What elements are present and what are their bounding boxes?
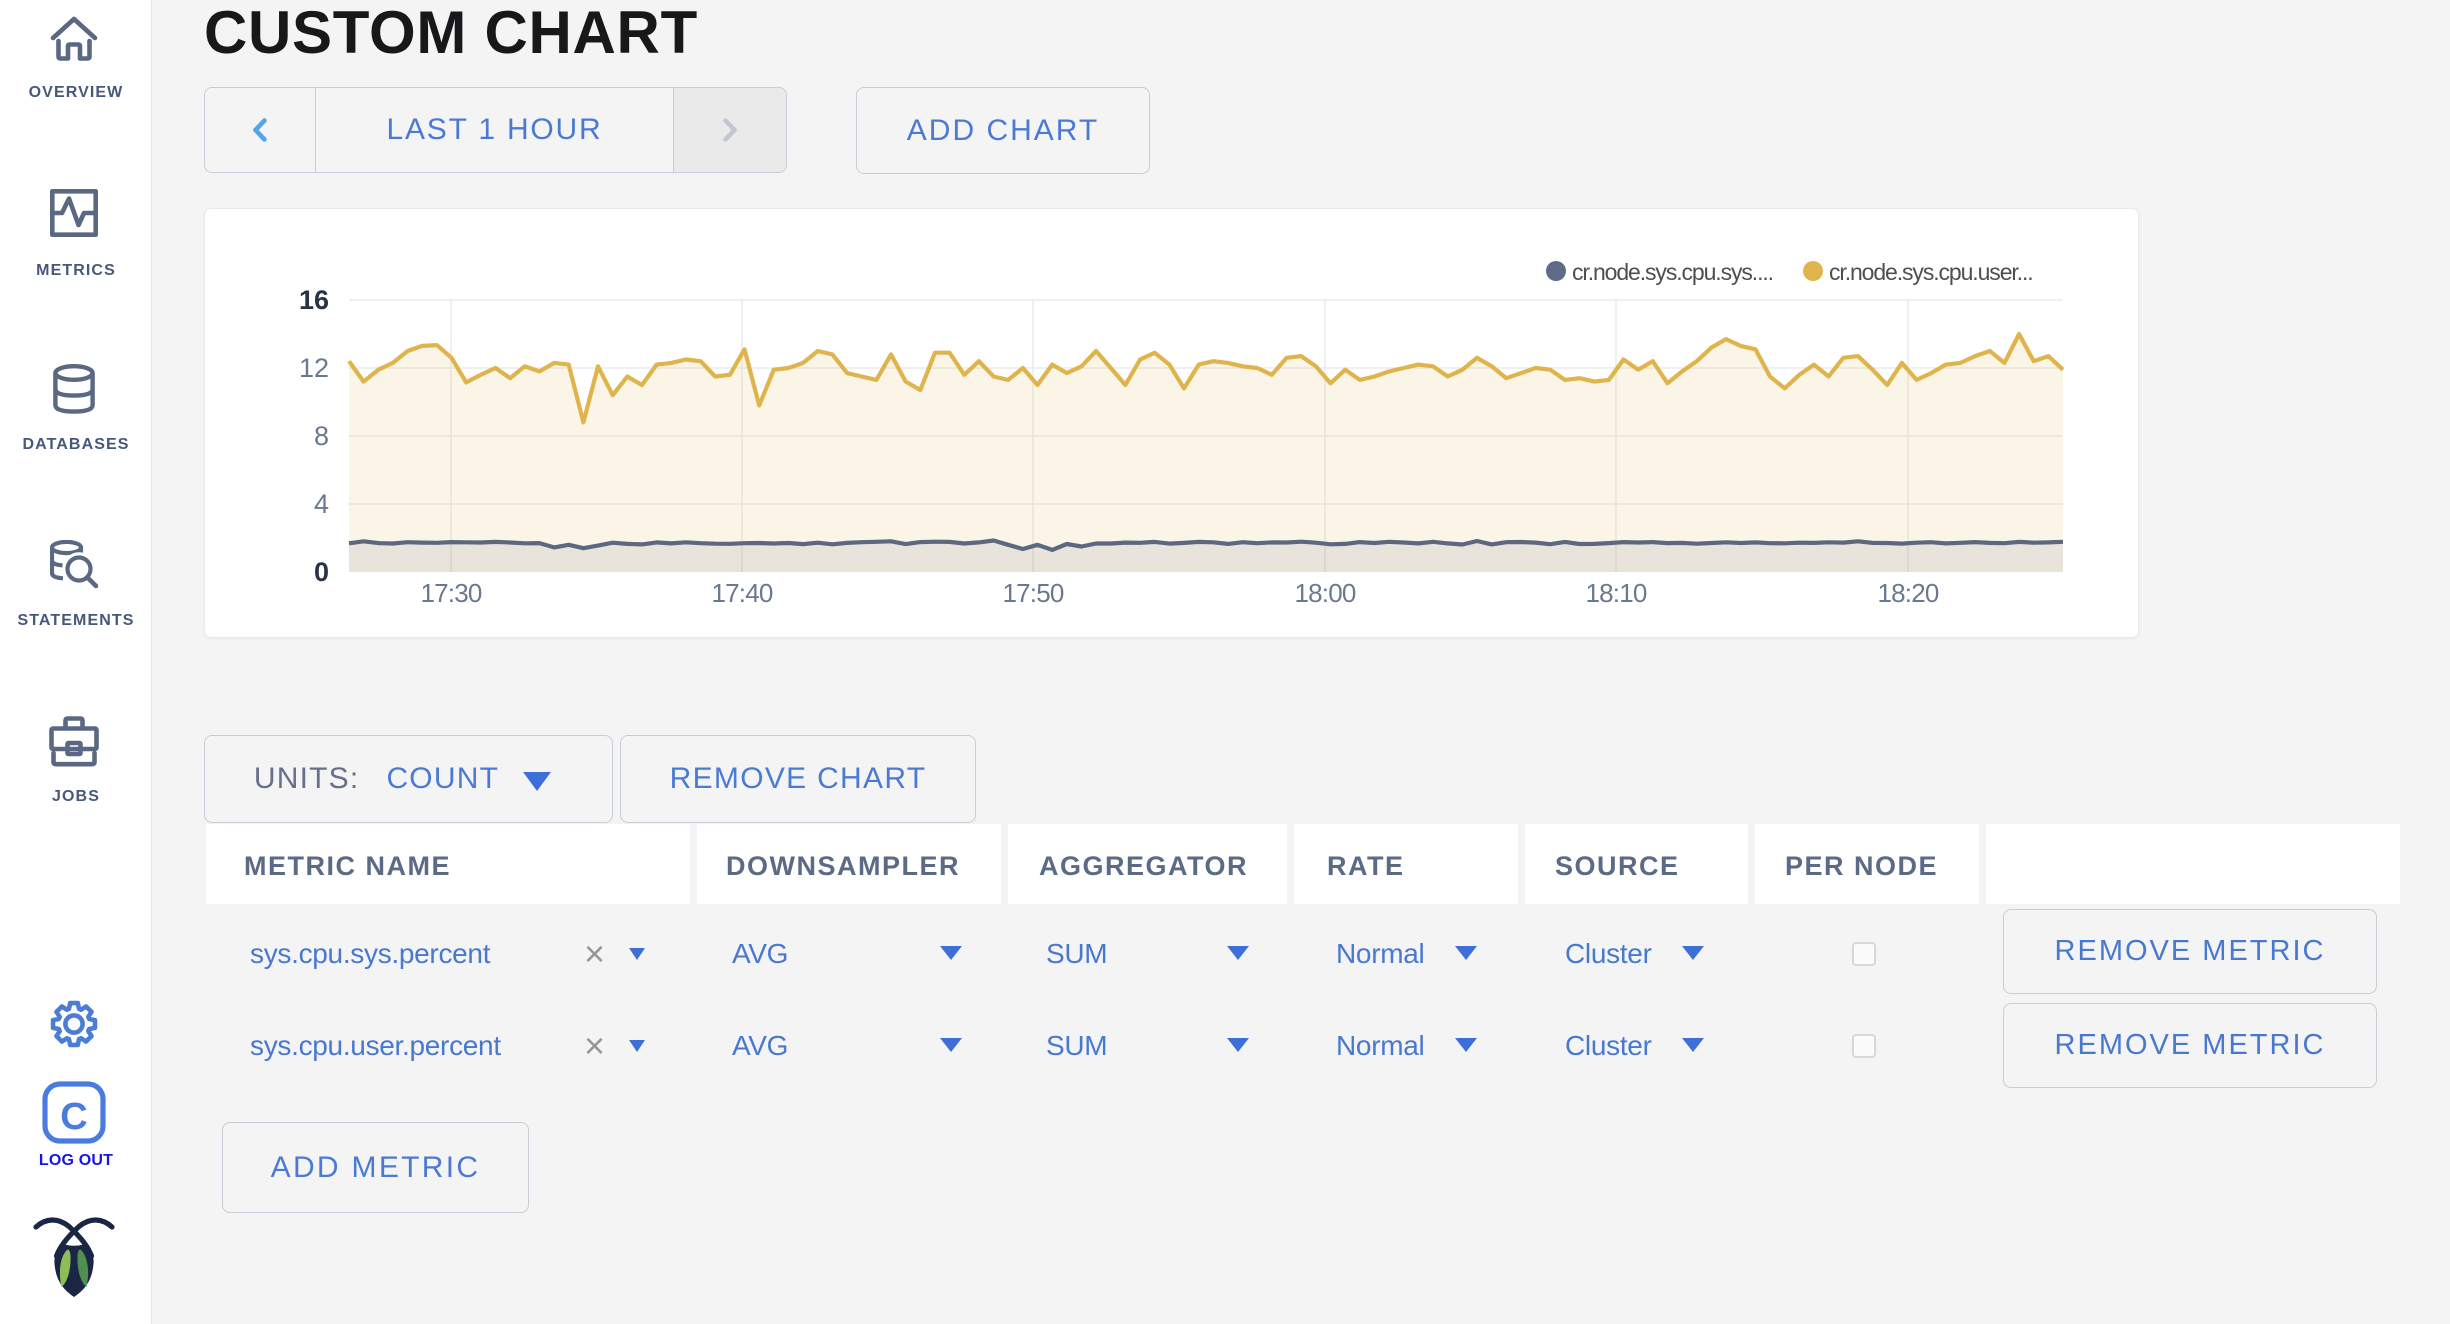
svg-text:16: 16: [299, 285, 329, 315]
svg-text:12: 12: [299, 353, 329, 383]
svg-text:17:30: 17:30: [420, 578, 481, 608]
svg-text:18:00: 18:00: [1294, 578, 1355, 608]
svg-text:cr.node.sys.cpu.user...: cr.node.sys.cpu.user...: [1829, 259, 2033, 285]
svg-text:17:40: 17:40: [711, 578, 772, 608]
svg-text:17:50: 17:50: [1002, 578, 1063, 608]
svg-text:cr.node.sys.cpu.sys....: cr.node.sys.cpu.sys....: [1572, 259, 1773, 285]
svg-text:4: 4: [314, 489, 329, 519]
svg-text:18:20: 18:20: [1877, 578, 1938, 608]
svg-text:8: 8: [314, 421, 329, 451]
svg-text:C: C: [60, 1096, 87, 1138]
svg-text:18:10: 18:10: [1585, 578, 1646, 608]
svg-text:0: 0: [314, 557, 329, 587]
